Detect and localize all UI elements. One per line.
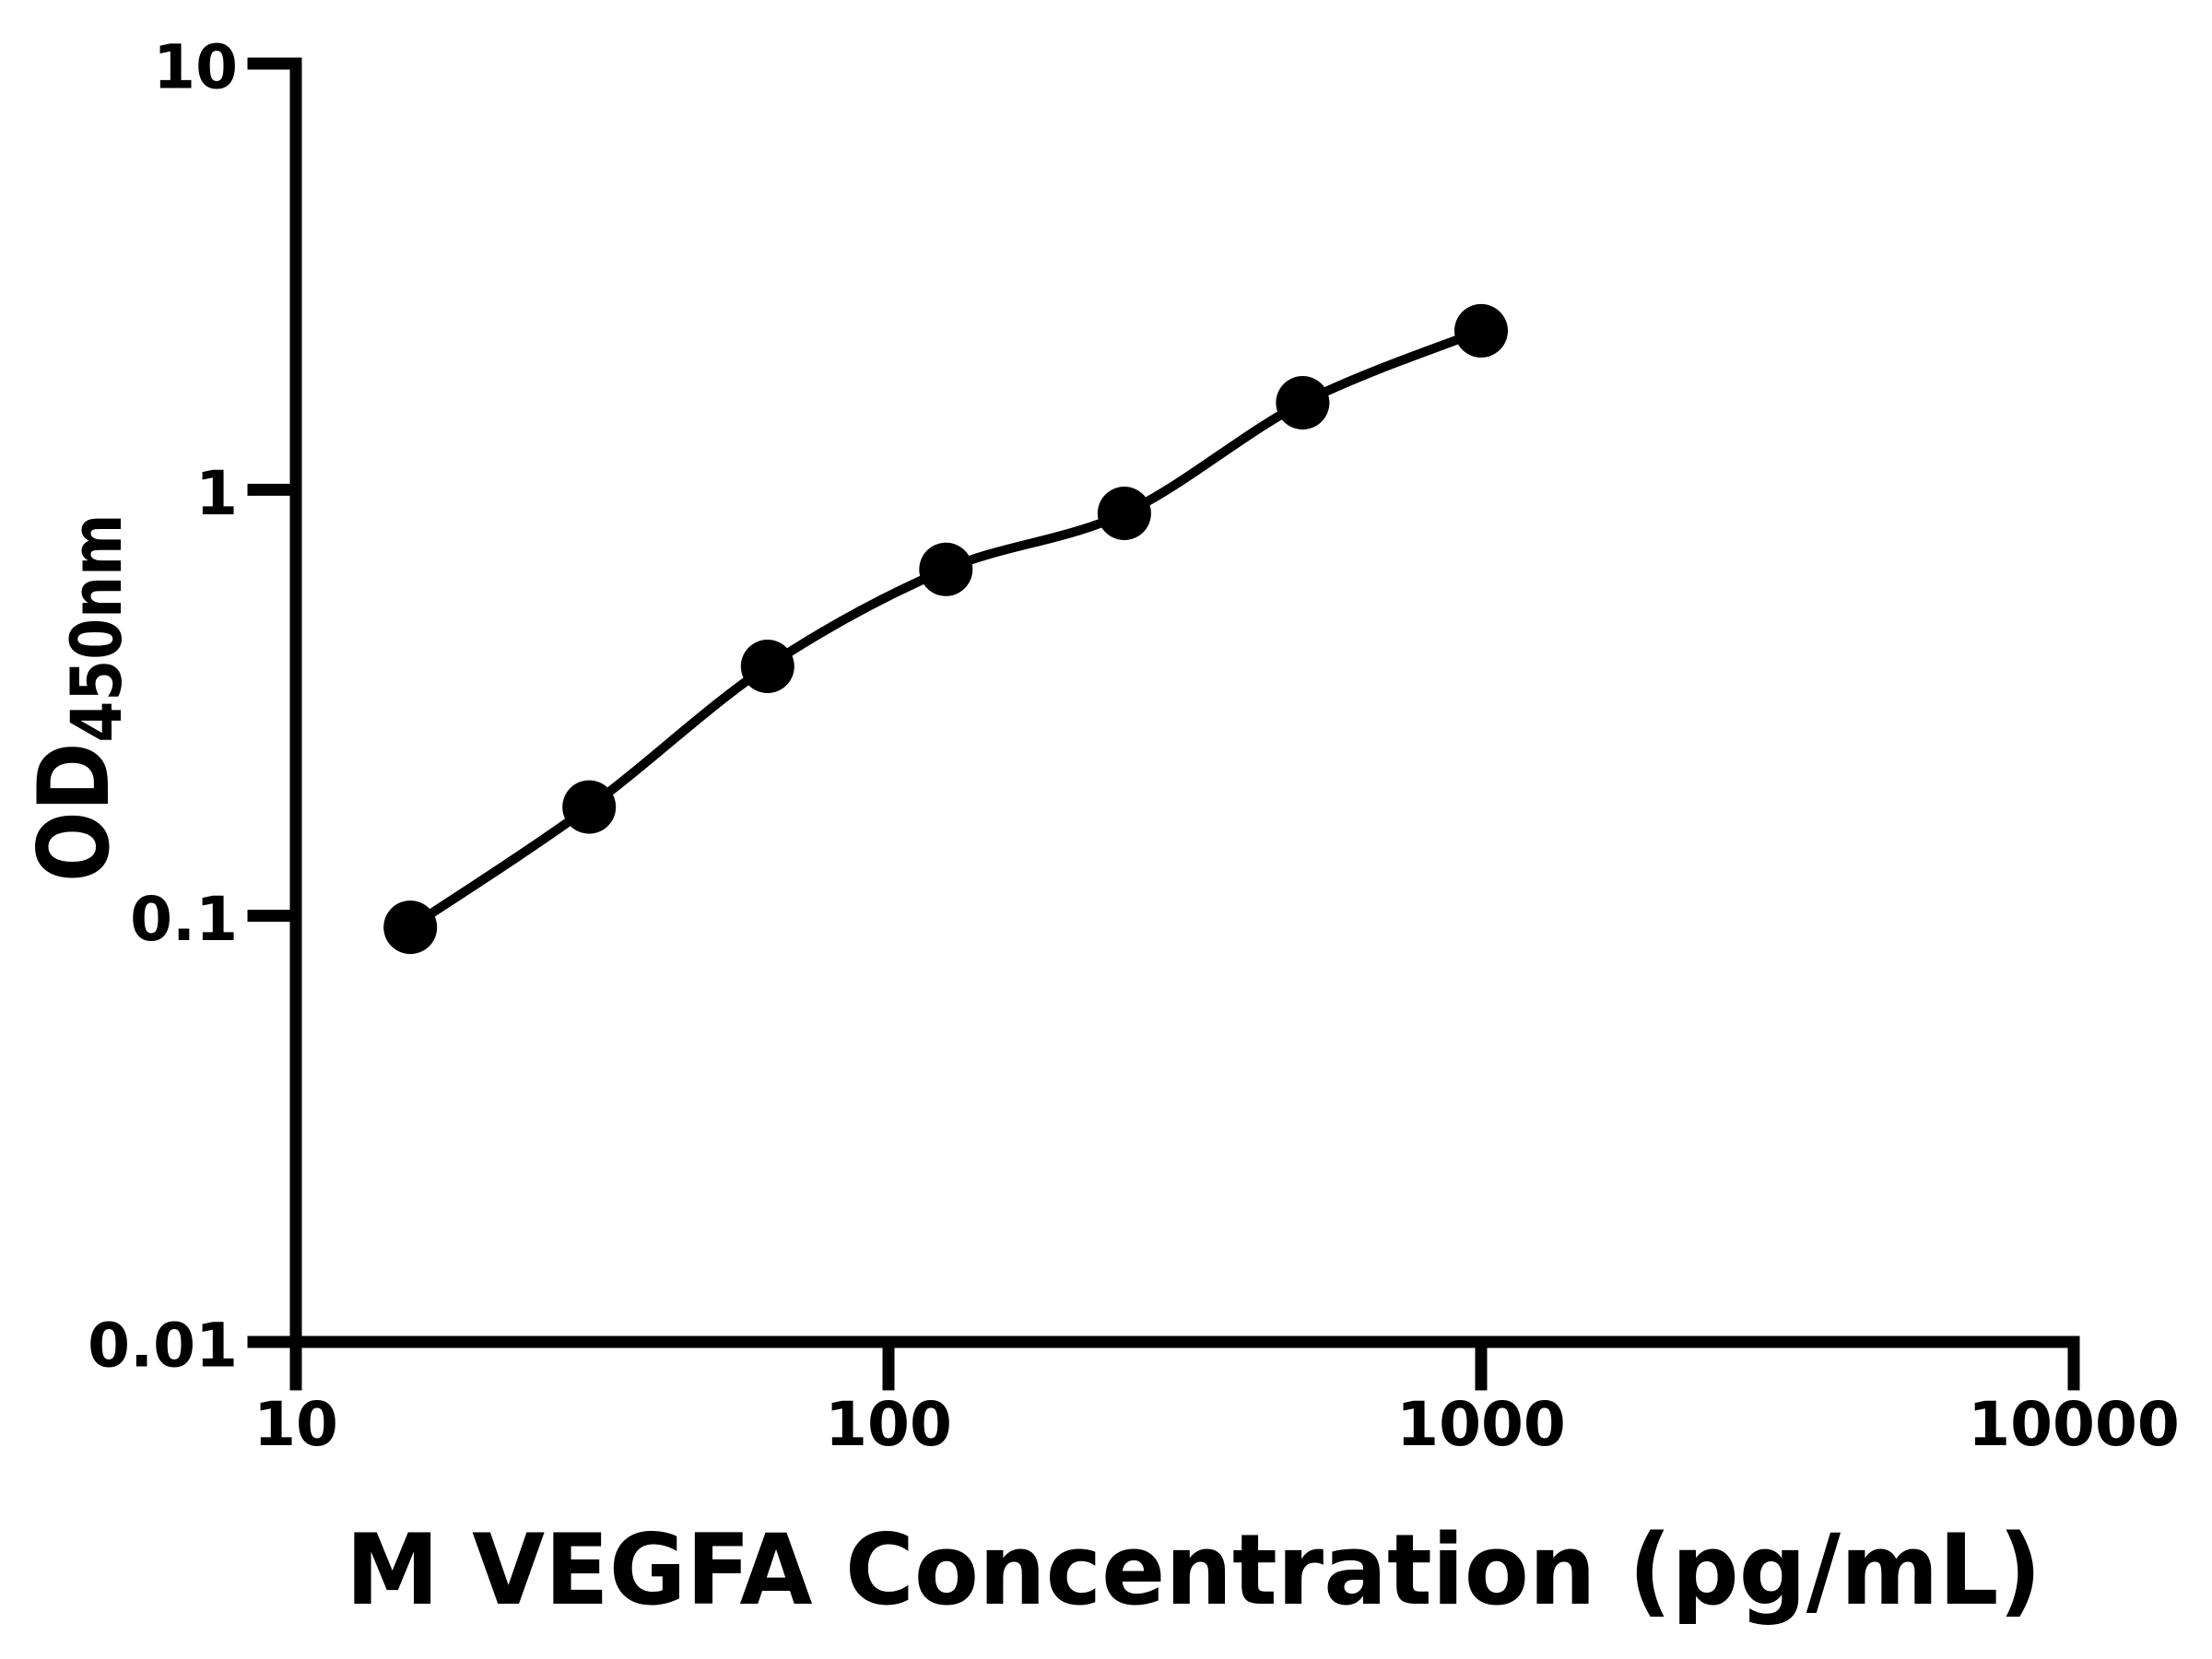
y-axis-title-main: OD [18, 743, 132, 882]
x-tick-label: 1000 [1396, 1389, 1566, 1460]
y-tick-label: 10 [153, 32, 238, 103]
x-axis-title: M VEGFA Concentration (pg/mL) [346, 1513, 2041, 1627]
x-tick-label: 10000 [1968, 1389, 2180, 1460]
y-axis-title: OD450nm [18, 514, 137, 882]
data-point [1097, 487, 1151, 540]
data-point [562, 780, 617, 834]
x-tick-label: 10 [253, 1389, 338, 1460]
data-point [1454, 303, 1508, 358]
y-axis-title-subscript: 450nm [56, 514, 137, 743]
data-point [383, 900, 438, 955]
x-tick-label: 100 [825, 1389, 952, 1460]
y-tick-label: 0.1 [130, 884, 238, 955]
data-point [919, 542, 973, 596]
y-tick-label: 1 [195, 458, 238, 529]
data-point [1276, 376, 1330, 429]
data-point [740, 640, 794, 693]
y-tick-label: 0.01 [88, 1311, 238, 1382]
